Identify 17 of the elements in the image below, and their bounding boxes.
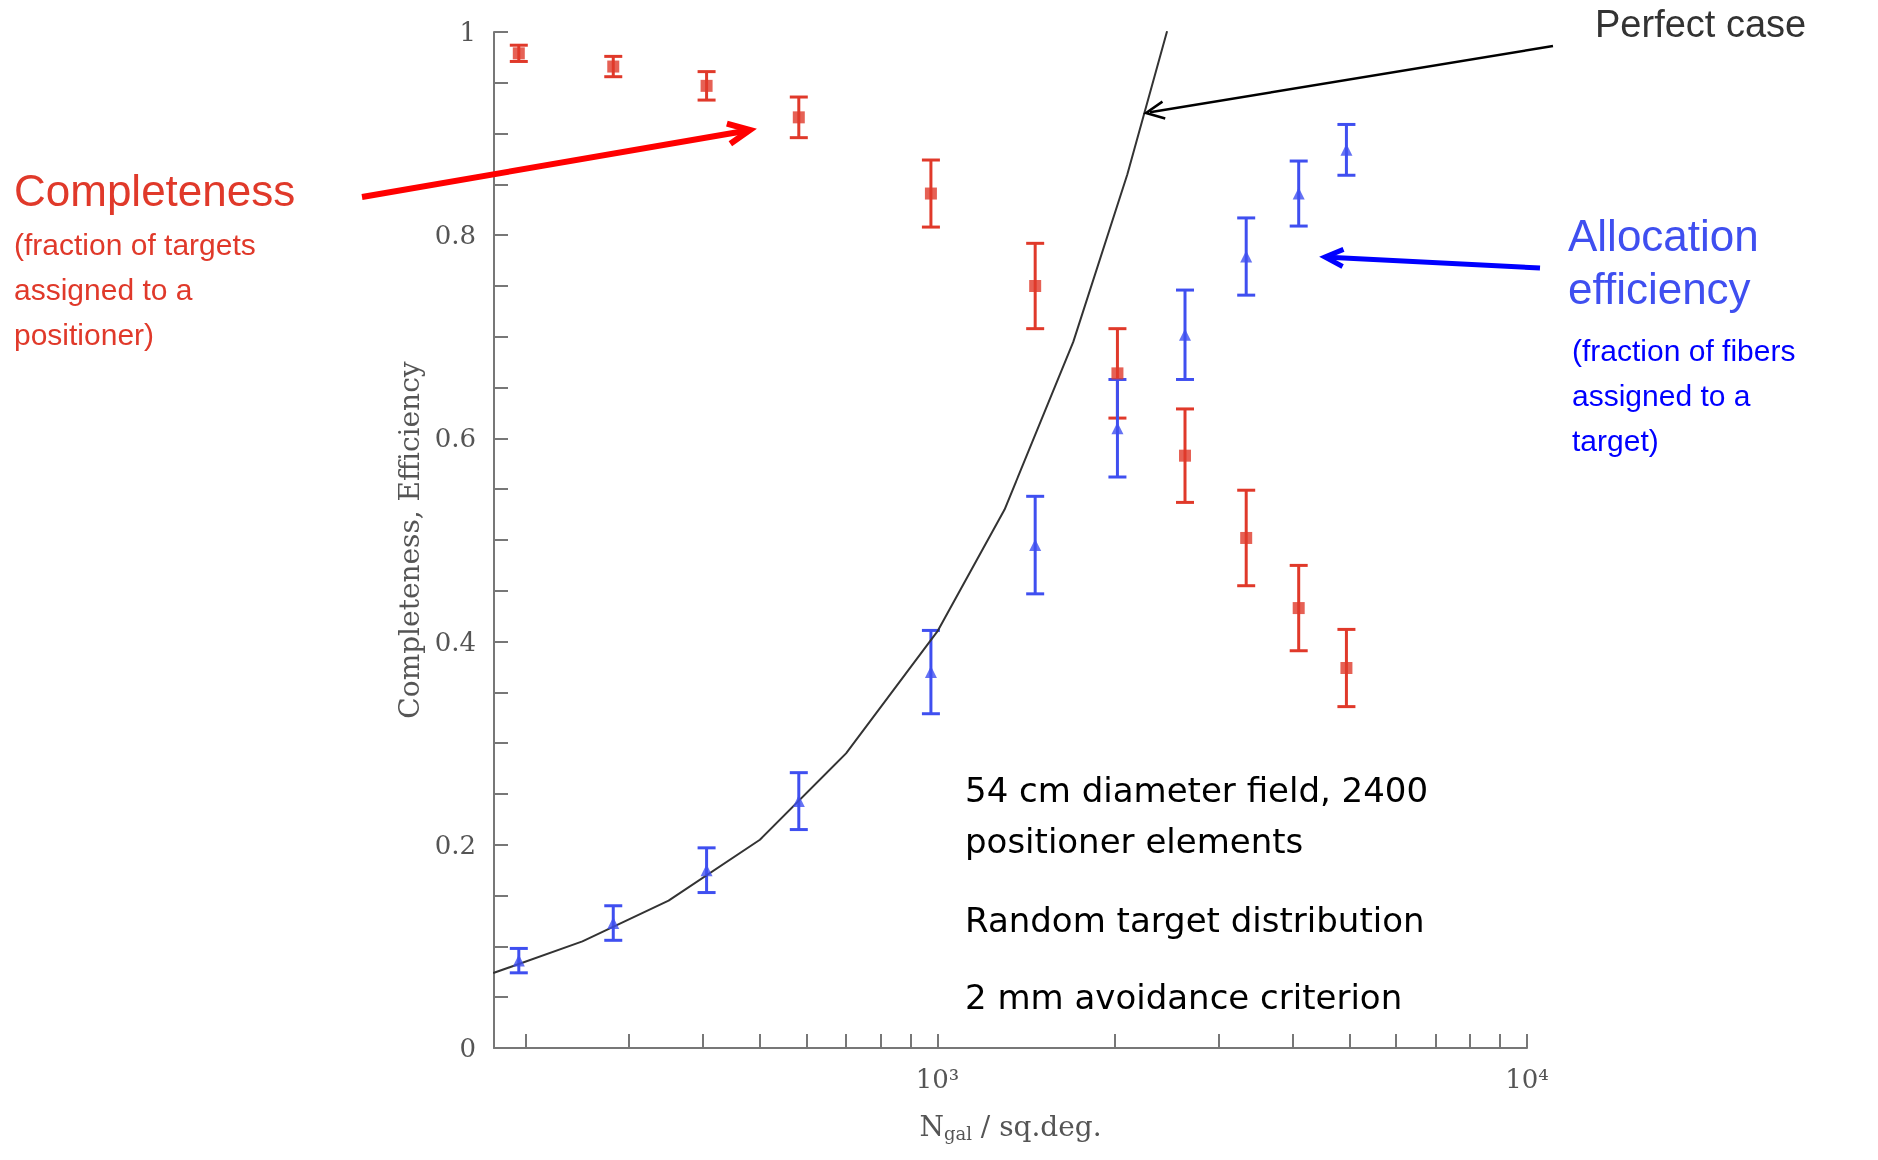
y-tick-label: 0 (459, 1033, 476, 1063)
text: (fraction of targets assigned to a positioner) (14, 227, 257, 353)
text: (fraction of fibers assigned to a target) (1572, 333, 1797, 459)
x-tick-label: 10³ (915, 1064, 960, 1094)
text: Perfect case (1595, 2, 1808, 47)
text: Completeness (14, 165, 297, 217)
text: Allocation efficiency (1568, 210, 1760, 315)
y-tick-label: 0.2 (434, 829, 476, 860)
x-tick-label: 10⁴ (1505, 1064, 1549, 1094)
y-tick-label: 0.6 (434, 423, 476, 454)
y-tick-label: 0.8 (434, 220, 476, 251)
y-tick-label: 1 (459, 17, 476, 47)
y-axis-title: Completeness, Efficiency (393, 361, 427, 719)
annotation: 2 mm avoidance criterion (965, 976, 1403, 1019)
annotation: 54 cm diameter field, 2400 positioner elements (965, 769, 1430, 863)
y-tick-label: 0.4 (434, 626, 476, 657)
annotation: Random target distribution (965, 899, 1425, 942)
